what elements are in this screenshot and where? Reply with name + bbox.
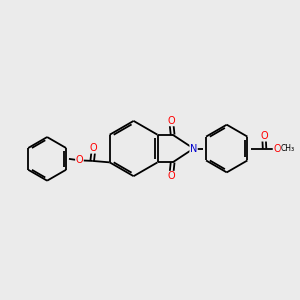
Text: CH₃: CH₃ <box>281 144 295 153</box>
Text: O: O <box>273 143 281 154</box>
Text: O: O <box>90 143 98 153</box>
Text: O: O <box>167 171 175 181</box>
Text: O: O <box>76 155 83 165</box>
Text: N: N <box>190 143 197 154</box>
Text: O: O <box>260 131 268 141</box>
Text: O: O <box>167 116 175 126</box>
